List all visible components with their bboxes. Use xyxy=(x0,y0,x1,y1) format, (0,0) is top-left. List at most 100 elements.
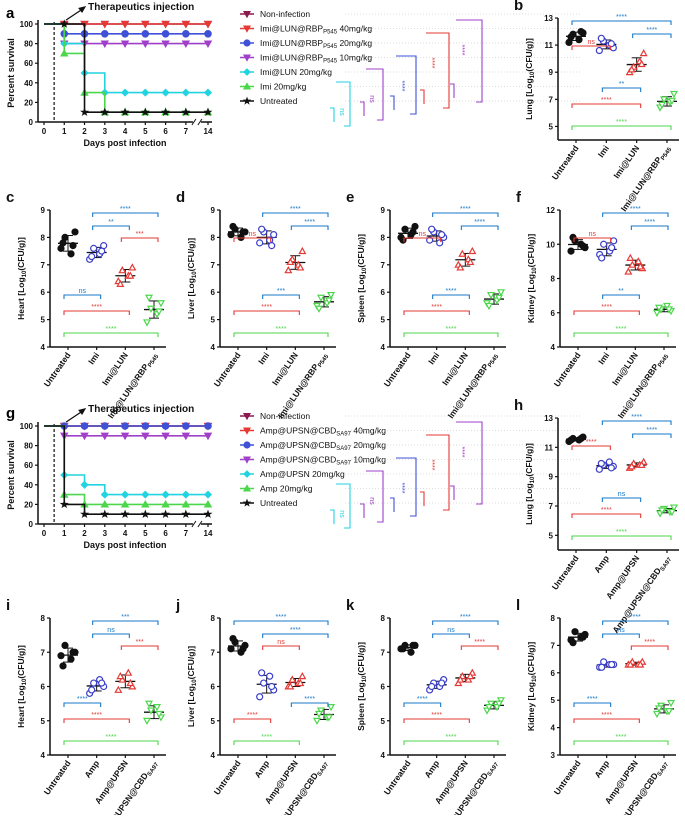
legend-subscript: P545 xyxy=(323,59,338,65)
data-point xyxy=(61,641,69,650)
legend-label: Amp@UPSN 20mg/kg xyxy=(260,469,345,479)
data-point xyxy=(268,682,276,691)
comparison-label: **** xyxy=(446,734,457,741)
data-point xyxy=(569,639,577,647)
data-point xyxy=(637,59,646,68)
data-point xyxy=(296,263,305,271)
data-point xyxy=(664,306,674,314)
comparison-bracket xyxy=(233,740,300,745)
y-axis-title: Heart [Log10(CFU/g)] xyxy=(16,645,28,728)
y-tick-label: 5 xyxy=(549,531,554,540)
comparison-bracket xyxy=(233,620,329,625)
survival-point xyxy=(141,29,150,38)
y-title-rest: (CFU/g)] xyxy=(186,646,196,680)
y-title-subscript: 10 xyxy=(532,267,538,274)
comparison-bracket xyxy=(262,645,300,650)
data-point xyxy=(401,225,409,233)
comparison-bracket xyxy=(632,433,672,438)
comparison-bracket xyxy=(573,702,612,707)
data-point xyxy=(326,291,336,300)
data-point xyxy=(662,302,672,311)
comparison-label: **** xyxy=(431,304,442,311)
comparison-label: **** xyxy=(616,734,627,741)
survival-point xyxy=(100,432,110,441)
y-title-subscript: 10 xyxy=(192,679,198,686)
comparison-label: ns xyxy=(79,288,87,295)
y-tick-label: 8 xyxy=(41,233,46,242)
data-point xyxy=(409,228,417,236)
sig-label: **** xyxy=(458,45,465,56)
comparison-label: **** xyxy=(631,414,642,421)
x-tick-label: 14 xyxy=(204,127,213,136)
x-tick-label: Amp xyxy=(422,758,441,779)
comparison-bracket xyxy=(601,87,642,92)
y-title-rest: (CFU/g)] xyxy=(16,645,26,679)
data-point xyxy=(298,671,307,680)
x-label-subscript: SA97 xyxy=(487,761,501,777)
data-point xyxy=(636,262,645,270)
y-tick-label: 11 xyxy=(545,443,554,452)
data-point xyxy=(627,65,636,73)
comparison-label: **** xyxy=(290,627,301,634)
data-point xyxy=(486,700,496,708)
legend-label: Imi@LUN@RBPP545 20mg/kg xyxy=(260,38,372,50)
data-point xyxy=(667,97,677,105)
data-point xyxy=(634,257,643,265)
data-point xyxy=(409,641,417,650)
survival-point xyxy=(141,422,150,430)
comparison-label: **** xyxy=(644,639,655,646)
data-point xyxy=(486,291,496,300)
comparison-bracket xyxy=(262,212,329,217)
comparison-label: **** xyxy=(630,206,641,213)
legend-marker xyxy=(243,470,251,478)
scatter-panel-d: d 4 5 6 7 8 9 Liver [Log10(CFU/g)] Untreated ImiI… xyxy=(176,189,336,421)
x-tick-label: Untreated xyxy=(550,143,581,181)
y-title-rest: (CFU/g)] xyxy=(16,237,26,271)
data-point xyxy=(567,33,575,41)
legend-label: Imi@LUN@RBPP545 10mg/kg xyxy=(260,53,372,65)
data-point xyxy=(59,662,67,670)
data-point xyxy=(124,668,133,676)
data-point xyxy=(466,671,475,680)
data-point xyxy=(324,714,334,722)
survival-point xyxy=(161,88,170,97)
data-point xyxy=(227,231,235,239)
x-tick-label: 7 xyxy=(184,529,189,538)
x-tick-label: Untreated xyxy=(42,350,73,388)
y-tick-label: 4 xyxy=(381,343,386,352)
x-tick-label: Untreated xyxy=(552,758,583,796)
data-point xyxy=(146,707,156,715)
injection-annotation: Therapeutics injection xyxy=(88,404,194,415)
axis-break-mask xyxy=(192,521,201,527)
data-point xyxy=(654,304,664,312)
y-tick-label: 6 xyxy=(551,309,556,318)
comparison-label: **** xyxy=(120,206,131,213)
data-point xyxy=(116,671,125,680)
x-axis-title: Days post infection xyxy=(83,138,166,148)
survival-point xyxy=(120,20,130,29)
data-point xyxy=(669,90,679,99)
x-tick-label: Imi@LUN xyxy=(100,350,130,387)
comparison-bracket xyxy=(432,620,499,625)
comparison-label: ns xyxy=(107,627,115,634)
data-point xyxy=(154,710,164,719)
legend-label: Untreated xyxy=(260,498,298,508)
data-point xyxy=(144,700,154,708)
y-tick-label: 40 xyxy=(24,79,33,88)
sig-bracket xyxy=(450,83,455,98)
x-label-subscript: P545 xyxy=(317,353,330,368)
y-tick-label: 4 xyxy=(211,751,216,760)
sig-bracket xyxy=(426,32,450,109)
data-point xyxy=(268,242,276,250)
panel-label-c: c xyxy=(6,189,14,206)
data-point xyxy=(88,252,96,261)
comparison-label: **** xyxy=(446,326,457,333)
data-point xyxy=(126,271,135,279)
data-point xyxy=(258,225,266,233)
data-point xyxy=(597,459,605,468)
survival-point xyxy=(120,40,130,49)
comparison-label: **** xyxy=(630,614,641,621)
legend-marker xyxy=(243,441,251,449)
data-point xyxy=(624,267,633,275)
y-tick-label: 7 xyxy=(381,648,386,657)
